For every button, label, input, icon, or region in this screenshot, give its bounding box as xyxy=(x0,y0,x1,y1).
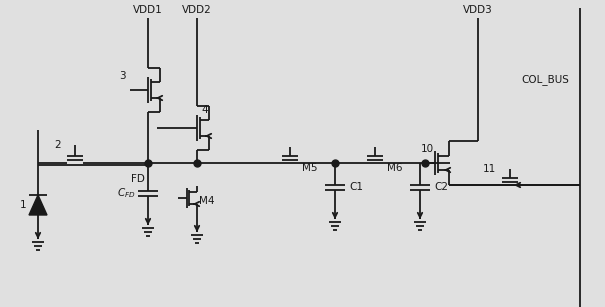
Text: 11: 11 xyxy=(483,164,496,174)
Polygon shape xyxy=(29,195,47,215)
Text: M5: M5 xyxy=(302,163,318,173)
Text: M4: M4 xyxy=(199,196,215,206)
Text: C1: C1 xyxy=(349,182,363,192)
Text: 3: 3 xyxy=(119,71,126,81)
Text: $C_{FD}$: $C_{FD}$ xyxy=(117,186,136,200)
Text: C2: C2 xyxy=(434,182,448,192)
Text: FD: FD xyxy=(131,174,145,184)
Text: VDD3: VDD3 xyxy=(463,5,493,15)
Text: COL_BUS: COL_BUS xyxy=(521,75,569,85)
Text: 2: 2 xyxy=(54,140,61,150)
Text: 1: 1 xyxy=(19,200,26,210)
Text: 4: 4 xyxy=(201,105,208,115)
Text: VDD1: VDD1 xyxy=(133,5,163,15)
Text: M6: M6 xyxy=(387,163,402,173)
Text: 10: 10 xyxy=(421,144,434,154)
Text: VDD2: VDD2 xyxy=(182,5,212,15)
